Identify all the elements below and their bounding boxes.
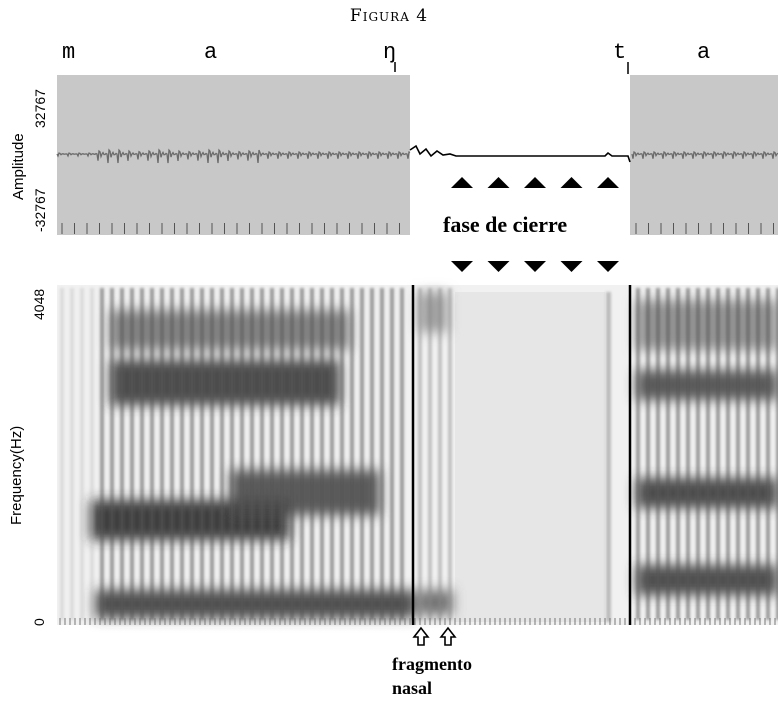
formant-band [110,360,340,405]
up-triangle-icon [597,177,619,188]
segment-eng: ŋ [383,40,397,65]
striation [140,288,144,620]
waveform-trace-right [631,150,778,159]
segment-a1: a [204,40,218,65]
nasal-fragment-arrows [412,626,457,646]
striation [320,288,324,620]
striation [90,288,94,620]
striation [180,288,184,620]
formant-band [230,470,380,515]
striation [418,288,422,620]
striation [400,288,404,620]
down-triangle-icon [487,261,510,272]
striation [150,288,154,620]
striation [190,288,194,620]
striation [756,288,760,620]
striation [736,288,740,620]
segment-m: m [62,40,76,65]
down-triangle-icon [560,261,583,272]
striation [438,288,442,620]
up-arrow-icon [439,626,457,646]
striation [110,288,114,620]
spectrogram-time-ticks [59,618,776,625]
striation [270,288,274,620]
segment-t: t [613,40,627,65]
closure-arrows-up [451,177,619,188]
time-tick-marks [61,223,774,234]
striation [726,288,730,620]
striation [390,288,394,620]
striation [170,288,174,620]
striation [330,288,334,620]
striation [428,288,432,620]
striation [100,288,104,620]
striation [350,288,354,620]
burst-striation [606,292,611,622]
formant-band [418,292,448,332]
striation [370,288,374,620]
striation [676,288,680,620]
striation [120,288,124,620]
striation [230,288,234,620]
closure-arrows-down [451,261,619,272]
striation [160,288,164,620]
striation [200,288,204,620]
striation [448,288,452,620]
down-triangle-icon [451,261,473,272]
striation [220,288,224,620]
striation [260,288,264,620]
up-triangle-icon [524,177,546,188]
striation [290,288,294,620]
segment-a2: a [697,40,711,65]
closure-phase-label: fase de cierre [443,212,568,237]
wave-trace [56,148,411,164]
striation [656,288,660,620]
up-triangle-icon [451,177,473,188]
closure-baseline [409,144,631,163]
striation [300,288,304,620]
striation [776,288,778,620]
spectrogram-closure-region [455,292,605,622]
striation [240,288,244,620]
striation [280,288,284,620]
striation [686,288,690,620]
figure-title: Figura 4 [349,6,429,26]
striation [360,288,364,620]
striation [766,288,770,620]
striation [60,288,64,620]
striation [310,288,314,620]
striation [130,288,134,620]
down-triangle-icon [524,261,546,272]
up-triangle-icon [487,177,510,188]
striation [696,288,700,620]
striation [210,288,214,620]
striation [666,288,670,620]
up-arrow-icon [412,626,430,646]
up-triangle-icon [560,177,583,188]
glottal-striations [60,288,778,622]
waveform-trace-left [56,148,411,164]
closure-arrows [451,177,619,272]
wave-trace [631,150,778,159]
formant-band [418,590,453,615]
striation [340,288,344,620]
waveform-panel [56,62,778,235]
striation [80,288,84,620]
striation [706,288,710,620]
striation [746,288,750,620]
striation [636,288,640,620]
striation [646,288,650,620]
annotation-line1: fragmento [392,654,472,674]
striation [250,288,254,620]
annotation-line2: nasal [392,678,433,698]
striation [380,288,384,620]
striation [70,288,74,620]
waveform-trace-closure [409,144,631,163]
striation [716,288,720,620]
down-triangle-icon [597,261,619,272]
